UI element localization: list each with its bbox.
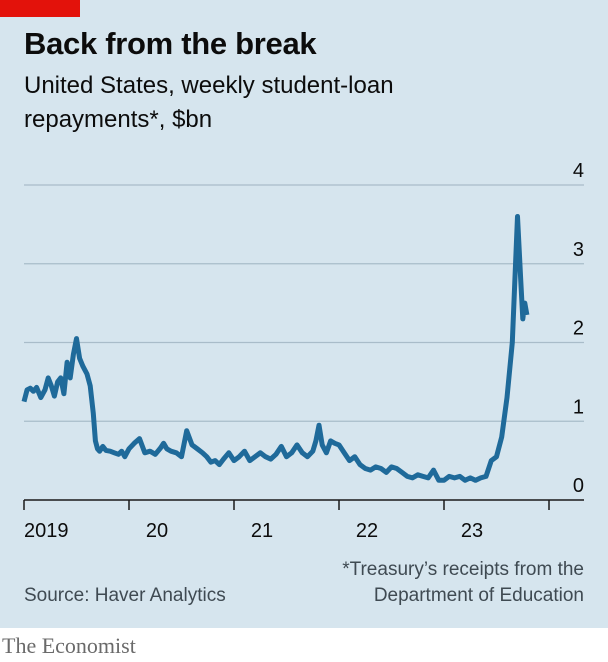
x-tick-label: 23 (461, 520, 483, 542)
footnote-line1: *Treasury’s receipts from the (342, 559, 584, 580)
x-tick-label: 2019 (24, 520, 69, 542)
y-axis-ticks: 0 1 2 3 4 (573, 160, 584, 497)
x-tick-label: 20 (146, 520, 168, 542)
x-tick-label: 22 (356, 520, 378, 542)
y-tick-label: 2 (573, 318, 584, 340)
series-line-repayments (21, 214, 530, 483)
footnote-line2: Department of Education (373, 585, 584, 606)
x-tick-label: 21 (251, 520, 273, 542)
series-layer (21, 214, 530, 483)
economist-logo: The Economist (2, 633, 136, 658)
y-tick-label: 3 (573, 239, 584, 261)
source-note: Source: Haver Analytics (24, 585, 226, 606)
chart-subtitle-line2: repayments*, $bn (24, 106, 213, 133)
chart-title: Back from the break (24, 26, 317, 61)
x-axis: 2019 20 21 22 23 (23, 499, 584, 542)
y-tick-label: 4 (573, 160, 584, 182)
y-tick-label: 0 (573, 475, 584, 497)
brand-red-tag (0, 0, 80, 17)
gridlines (24, 184, 584, 422)
chart-subtitle-line1: United States, weekly student-loan (24, 72, 394, 99)
y-tick-label: 1 (573, 396, 584, 418)
chart-card (0, 0, 608, 628)
